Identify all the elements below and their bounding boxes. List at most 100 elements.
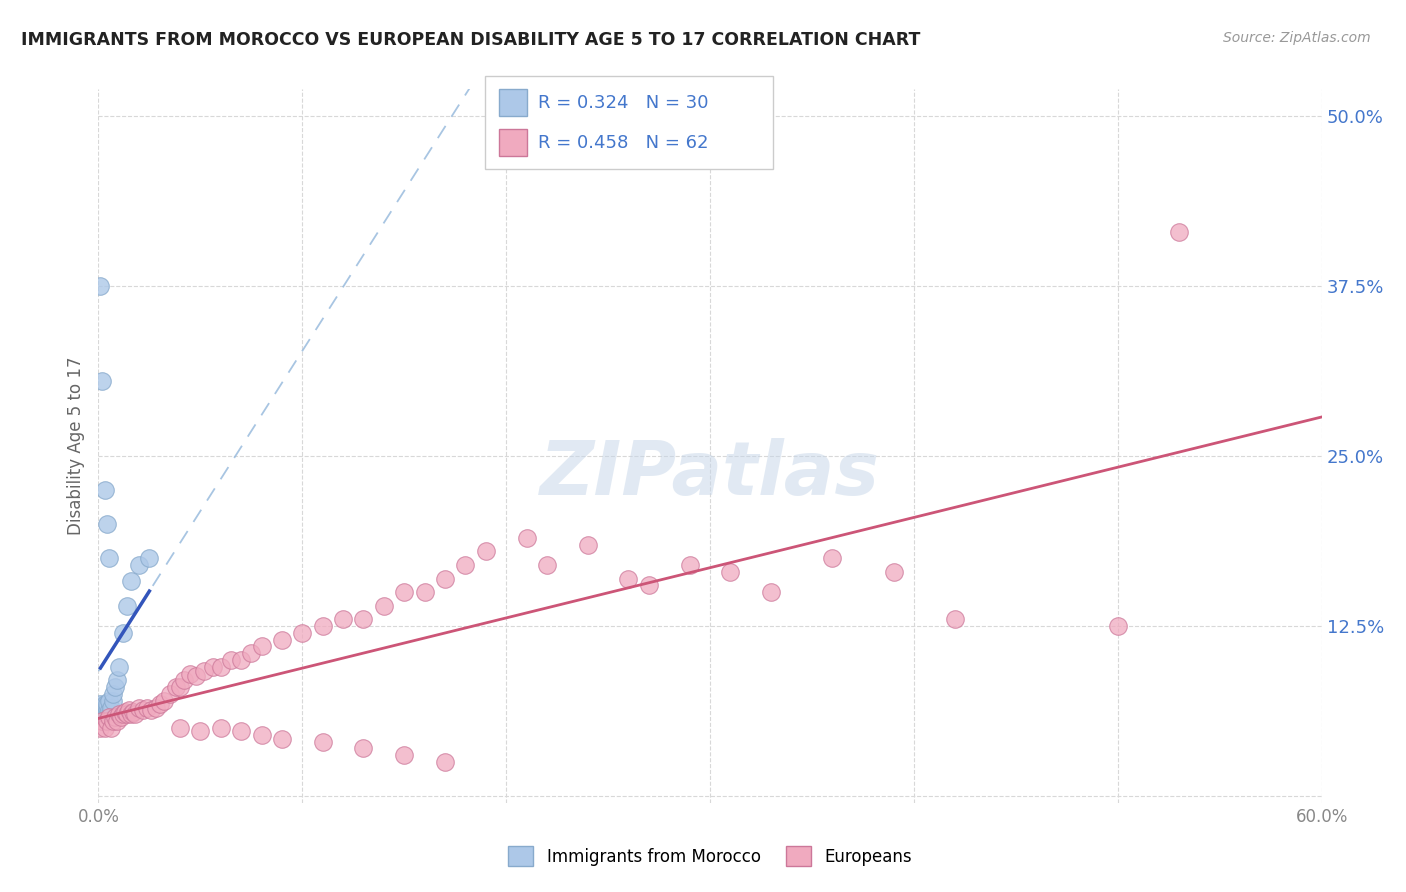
Point [96,707,118,722]
Point [373,599,395,613]
Point [434,755,457,769]
Point [392,585,416,599]
Point [104,680,127,694]
Point [93,710,115,724]
Point [312,734,335,748]
Point [91,714,114,729]
Point [105,673,128,688]
Point [454,558,477,572]
Point [111,707,134,722]
Text: R = 0.324   N = 30: R = 0.324 N = 30 [538,94,709,112]
Point [105,714,128,729]
Point [108,660,131,674]
Point [101,714,124,729]
Point [141,703,163,717]
Point [679,558,702,572]
Point [188,723,212,738]
Point [111,626,134,640]
Point [93,721,115,735]
Point [91,705,114,719]
Text: ZIPatlas: ZIPatlas [540,438,880,511]
Point [91,700,114,714]
Point [97,707,120,722]
Point [101,687,124,701]
Point [100,700,122,714]
Point [97,703,120,717]
Point [291,626,314,640]
Point [138,551,160,566]
Point [120,574,142,589]
Point [209,660,232,674]
Point [104,710,127,724]
Point [96,697,118,711]
Point [240,646,263,660]
Point [89,721,111,735]
Point [96,714,118,729]
Point [115,707,138,722]
Point [165,680,187,694]
Point [91,714,114,729]
Point [413,585,436,599]
Point [100,705,122,719]
Point [536,558,558,572]
Point [100,721,122,735]
Point [193,664,215,678]
Point [115,599,138,613]
Point [118,703,141,717]
Point [209,721,232,735]
Point [128,700,150,714]
Point [1167,225,1189,239]
Point [101,694,124,708]
Point [120,707,142,722]
Point [89,697,111,711]
Text: Source: ZipAtlas.com: Source: ZipAtlas.com [1223,31,1371,45]
Point [250,640,273,654]
Y-axis label: Disability Age 5 to 17: Disability Age 5 to 17 [67,357,86,535]
Point [392,748,416,763]
Point [250,728,273,742]
Point [110,710,132,724]
Point [821,551,844,566]
Point [122,705,145,719]
Point [720,565,742,579]
Point [219,653,242,667]
Point [132,703,155,717]
Point [883,565,905,579]
Point [93,697,115,711]
Point [516,531,538,545]
Point [186,669,208,683]
Point [173,673,195,688]
Point [91,707,114,722]
Point [96,700,118,714]
Point [152,694,174,708]
Point [128,558,150,572]
Point [201,660,224,674]
Point [93,483,115,498]
Point [761,585,783,599]
Point [91,375,114,389]
Point [93,703,115,717]
Point [97,551,120,566]
Point [474,544,498,558]
Point [159,687,181,701]
Point [136,700,159,714]
Point [270,731,294,746]
Point [89,700,111,714]
Point [149,697,172,711]
Point [97,710,120,724]
Point [96,517,118,532]
Point [352,741,374,756]
Point [231,653,253,667]
Point [108,707,131,722]
Point [179,666,201,681]
Point [332,612,354,626]
Point [89,279,111,293]
Point [1107,619,1129,633]
Point [943,612,966,626]
Text: R = 0.458   N = 62: R = 0.458 N = 62 [538,134,709,152]
Point [93,707,115,722]
Point [312,619,335,633]
Point [96,705,118,719]
Point [617,572,640,586]
Point [638,578,661,592]
